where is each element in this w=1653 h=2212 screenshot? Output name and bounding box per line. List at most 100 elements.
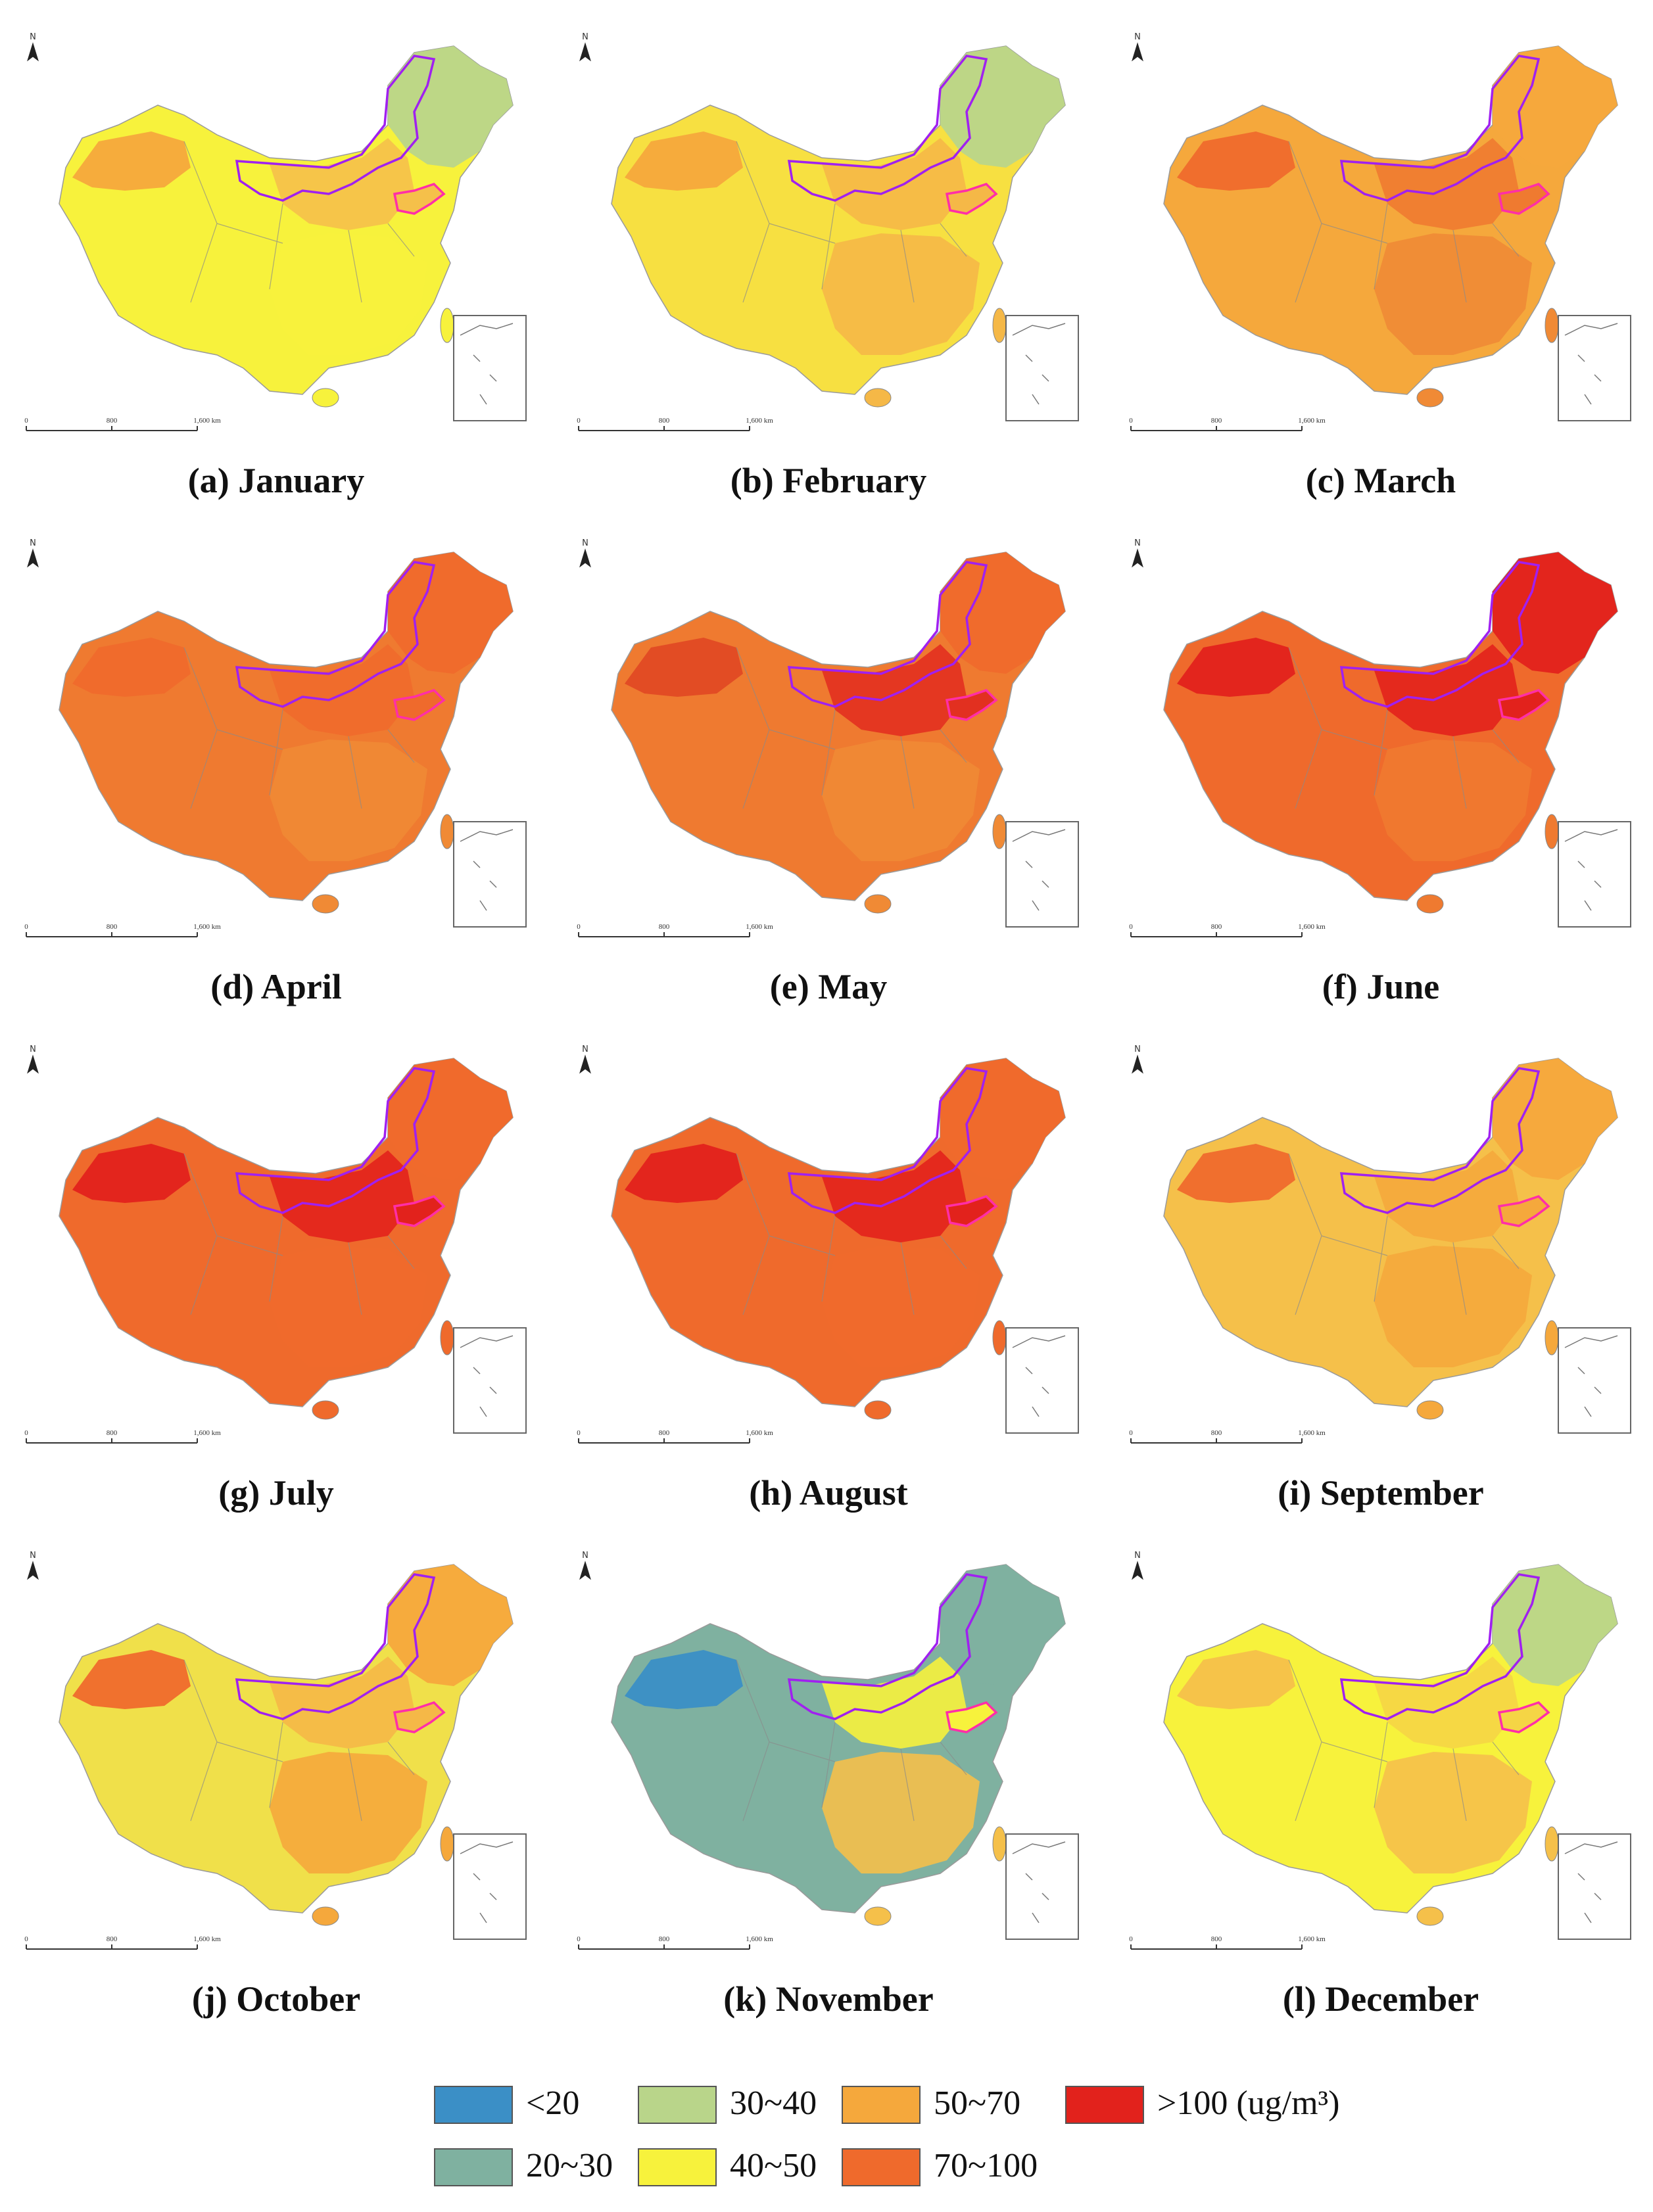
scale-label-zero: 0: [577, 923, 581, 931]
scale-label-max: 1,600 km: [1298, 1935, 1326, 1943]
legend-label: 40~50: [730, 2147, 817, 2184]
legend-swatch: [1065, 2086, 1144, 2124]
panel-caption: (b) February: [730, 461, 927, 500]
north-china-region: [270, 1150, 414, 1242]
scale-label-zero: 0: [1129, 417, 1133, 425]
panel-caption: (j) October: [191, 1979, 361, 2019]
legend-label: >100 (ug/m³): [1157, 2084, 1340, 2122]
xinjiang-region: [72, 131, 191, 191]
taiwan-island: [440, 1826, 454, 1862]
north-arrow-icon: [579, 1561, 591, 1580]
map-svg: N 0 800 1,600 km: [24, 32, 527, 431]
hainan-island: [864, 388, 892, 408]
china-map: N 0 800 1,600 km: [572, 1545, 1085, 1965]
legend-label: 20~30: [526, 2147, 613, 2184]
inner-mongolia-outline: [787, 1573, 988, 1720]
north-china-region: [822, 644, 967, 736]
hainan-island: [312, 388, 339, 408]
inset-coastline: [460, 1841, 514, 1923]
shandong-outline: [393, 688, 446, 721]
inset-coastline: [460, 323, 514, 405]
scale-label-zero: 0: [1129, 1429, 1133, 1437]
north-china-region: [822, 1657, 967, 1749]
map-panel: N 0 800 1,600 km (h) August: [572, 1039, 1085, 1545]
south-china-sea-inset: [1005, 821, 1079, 928]
south-china-sea-inset: [1005, 315, 1079, 421]
scale-label-mid: 800: [1211, 1935, 1222, 1943]
inner-mongolia-outline: [1339, 1067, 1541, 1214]
panel-caption: (h) August: [749, 1473, 908, 1513]
scale-label-max: 1,600 km: [193, 1935, 221, 1943]
northeast-region: [388, 552, 513, 674]
taiwan-island: [992, 308, 1007, 343]
inner-mongolia-outline: [787, 561, 988, 708]
inner-mongolia-outline: [787, 55, 988, 202]
taiwan-island: [992, 814, 1007, 849]
north-label: N: [30, 32, 36, 42]
legend-swatch: [842, 2086, 921, 2124]
north-arrow-icon: [1132, 42, 1143, 62]
map-panel: N 0 800 1,600 km (i) September: [1124, 1039, 1637, 1545]
north-arrow-icon: [1132, 1561, 1143, 1580]
shandong-outline: [945, 182, 998, 215]
province-boundaries: [183, 1659, 415, 1822]
south-china-region: [1374, 740, 1532, 861]
inset-coastline: [1564, 1335, 1618, 1417]
panel-caption: (g) July: [218, 1473, 334, 1513]
north-label: N: [1134, 538, 1141, 548]
inner-mongolia-outline: [235, 1067, 436, 1214]
province-boundaries: [183, 141, 415, 303]
south-china-sea-inset: [1558, 1833, 1631, 1940]
legend-swatch: [434, 2148, 513, 2186]
map-panel: N 0 800 1,600 km (l) December: [1124, 1545, 1637, 2051]
china-map: N 0 800 1,600 km: [1124, 1039, 1637, 1459]
map-panel: N 0 800 1,600 km (k) November: [572, 1545, 1085, 2051]
china-map: N 0 800 1,600 km: [20, 532, 533, 953]
panel-caption: (d) April: [210, 967, 342, 1006]
scale-label-mid: 800: [659, 923, 670, 931]
inset-coastline: [1012, 1335, 1066, 1417]
south-china-sea-inset: [453, 1833, 527, 1940]
scale-label-max: 1,600 km: [193, 923, 221, 931]
shandong-outline: [393, 182, 446, 215]
xinjiang-region: [72, 1650, 191, 1709]
scale-label-zero: 0: [24, 417, 28, 425]
scale-label-zero: 0: [1129, 923, 1133, 931]
north-china-region: [270, 644, 414, 736]
legend-label: 70~100: [934, 2147, 1038, 2184]
scale-label-max: 1,600 km: [746, 1429, 773, 1437]
hainan-island: [864, 894, 892, 914]
province-boundaries: [736, 141, 967, 303]
map-svg: N 0 800 1,600 km: [24, 538, 527, 937]
map-svg: N 0 800 1,600 km: [24, 1045, 527, 1444]
south-china-region: [822, 1246, 980, 1367]
hainan-island: [312, 1906, 339, 1926]
scale-label-zero: 0: [577, 1429, 581, 1437]
north-label: N: [582, 1045, 588, 1054]
north-label: N: [582, 32, 588, 42]
map-svg: N 0 800 1,600 km: [1129, 1045, 1631, 1444]
south-china-region: [822, 1752, 980, 1873]
legend: <20 30~40 50~70 >100 (ug/m³) 20~30 40~50 70~10…: [434, 2081, 1420, 2205]
province-boundaries: [736, 1659, 967, 1822]
scale-label-mid: 800: [107, 1935, 118, 1943]
province-boundaries: [1288, 1153, 1520, 1315]
panel-caption: (i) September: [1278, 1473, 1484, 1513]
south-china-sea-inset: [1558, 315, 1631, 421]
inner-mongolia-outline: [235, 561, 436, 708]
taiwan-island: [440, 814, 454, 849]
taiwan-island: [1545, 1826, 1559, 1862]
north-china-region: [822, 138, 967, 230]
shandong-outline: [1497, 1701, 1550, 1733]
scale-label-max: 1,600 km: [1298, 1429, 1326, 1437]
south-china-sea-inset: [1005, 1327, 1079, 1434]
hainan-island: [312, 894, 339, 914]
scale-label-mid: 800: [1211, 1429, 1222, 1437]
map-panel: N 0 800 1,600 km (a) January: [20, 26, 533, 532]
china-map: N 0 800 1,600 km: [1124, 26, 1637, 447]
scale-label-zero: 0: [1129, 1935, 1133, 1943]
hainan-island: [1416, 1400, 1444, 1420]
northeast-region: [1493, 552, 1617, 674]
hainan-island: [1416, 894, 1444, 914]
northeast-region: [1493, 46, 1617, 168]
